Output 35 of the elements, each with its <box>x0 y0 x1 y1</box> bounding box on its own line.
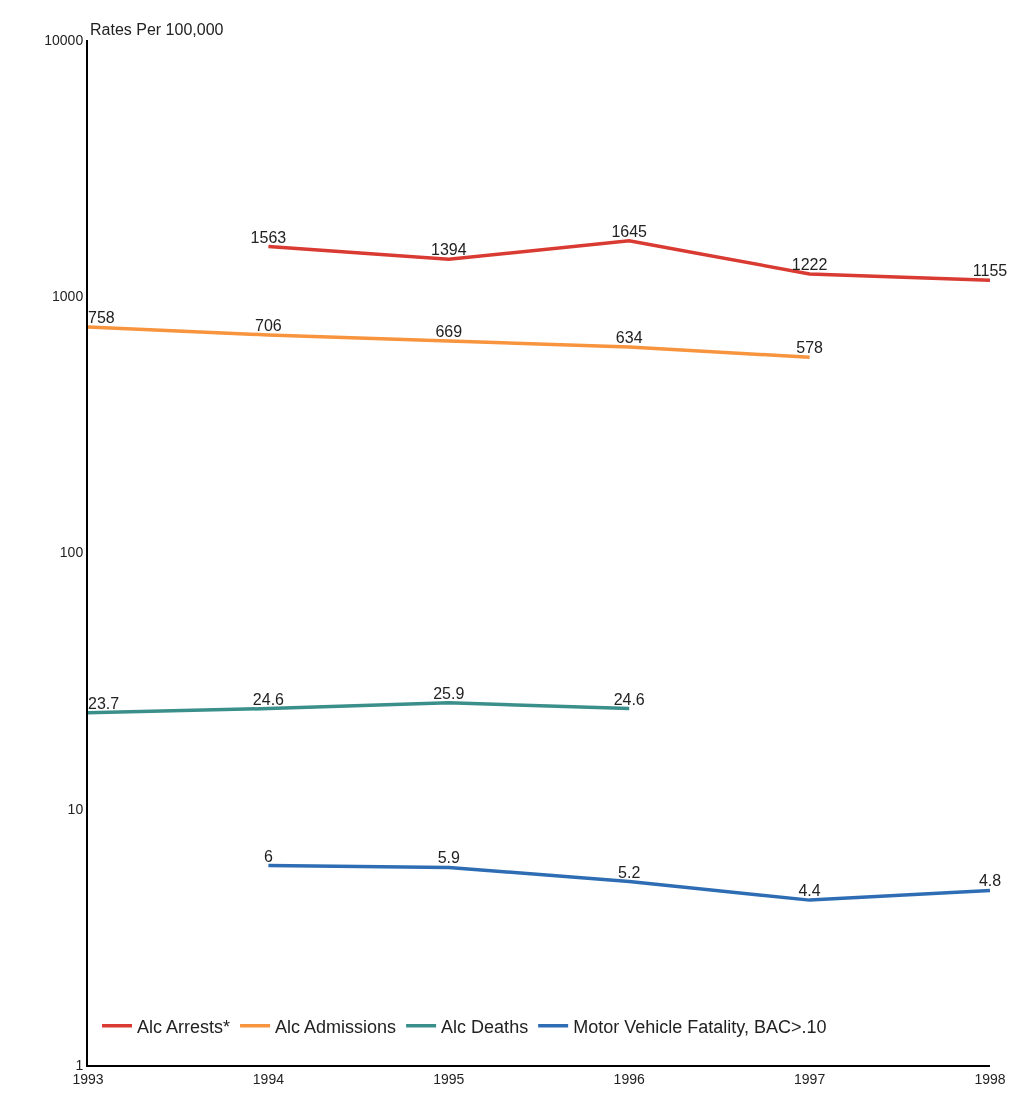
data-label: 578 <box>796 339 824 357</box>
data-label: 4.8 <box>978 872 1002 890</box>
x-tick-label: 1995 <box>433 1070 465 1087</box>
data-label: 24.6 <box>613 690 645 708</box>
data-label: 1394 <box>431 241 467 259</box>
legend-label: Alc Arrests* <box>137 1016 231 1037</box>
data-label: 23.7 <box>88 694 120 712</box>
x-tick-label: 1996 <box>613 1070 645 1087</box>
legend-label: Alc Admissions <box>275 1016 397 1037</box>
data-label: 634 <box>615 328 643 346</box>
data-label: 1155 <box>972 262 1008 280</box>
data-label: 24.6 <box>252 690 285 708</box>
data-label: 1645 <box>611 222 648 240</box>
legend-label: Motor Vehicle Fatality, BAC>.10 <box>573 1016 827 1037</box>
y-tick-label: 10 <box>67 800 84 817</box>
data-label: 1563 <box>250 228 287 246</box>
y-axis-title: Rates Per 100,000 <box>90 21 224 38</box>
x-tick-label: 1997 <box>794 1070 826 1087</box>
data-label: 5.2 <box>618 863 641 881</box>
data-label: 4.4 <box>798 882 821 900</box>
data-label: 669 <box>435 322 463 340</box>
x-tick-label: 1994 <box>252 1070 285 1087</box>
data-label: 5.9 <box>437 849 461 867</box>
x-tick-label: 1993 <box>72 1070 104 1087</box>
data-label: 25.9 <box>433 684 465 702</box>
y-tick-label: 1000 <box>52 288 84 305</box>
data-label: 1222 <box>791 255 828 273</box>
data-label: 706 <box>255 316 282 334</box>
x-tick-label: 1998 <box>974 1070 1006 1087</box>
legend-label: Alc Deaths <box>441 1016 529 1037</box>
y-tick-label: 100 <box>59 544 84 561</box>
y-tick-label: 1 <box>75 1056 84 1073</box>
data-label: 6 <box>263 847 273 865</box>
data-label: 758 <box>88 309 115 327</box>
y-tick-label: 10000 <box>44 31 84 48</box>
